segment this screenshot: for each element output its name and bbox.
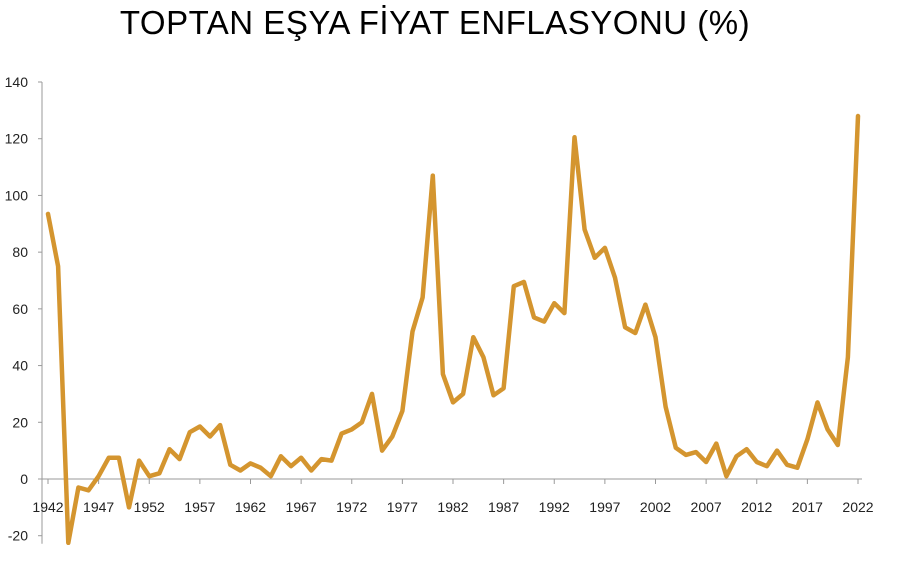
chart-title: TOPTAN EŞYA FİYAT ENFLASYONU (%)	[119, 4, 751, 41]
y-tick-label: 60	[12, 301, 28, 317]
x-tick-label: 2017	[792, 499, 823, 515]
y-tick-label: 0	[20, 471, 28, 487]
y-tick-label: -20	[8, 528, 28, 544]
y-tick-label: 120	[5, 131, 29, 147]
series-group	[45, 113, 861, 546]
x-tick-label: 2007	[691, 499, 722, 515]
x-axis-ticks: 1942 1947 1952 1957 1962 1967 1972 1977 1982 1987…	[32, 479, 874, 515]
x-tick-label: 1962	[235, 499, 266, 515]
y-tick-label: 100	[5, 187, 29, 203]
y-tick-label: 20	[12, 414, 28, 430]
x-tick-label: 1967	[286, 499, 317, 515]
x-tick-label: 1982	[437, 499, 468, 515]
x-tick-label: 2012	[741, 499, 772, 515]
x-tick-label: 1942	[32, 499, 63, 515]
x-tick-label: 1957	[184, 499, 215, 515]
x-tick-label: 1977	[387, 499, 418, 515]
x-tick-label: 1992	[539, 499, 570, 515]
x-tick-label: 1972	[336, 499, 367, 515]
y-tick-label: 140	[5, 74, 29, 90]
y-tick-label: 40	[12, 358, 28, 374]
y-tick-label: 80	[12, 244, 28, 260]
x-tick-label: 1952	[134, 499, 165, 515]
x-tick-label: 2002	[640, 499, 671, 515]
x-tick-label: 1997	[589, 499, 620, 515]
x-tick-label: 1987	[488, 499, 519, 515]
x-tick-label: 2022	[842, 499, 873, 515]
x-tick-label: 1947	[83, 499, 114, 515]
chart-axes	[41, 82, 862, 544]
y-axis-ticks: -20 0 20 40 60 80 100 120 140	[5, 74, 42, 544]
